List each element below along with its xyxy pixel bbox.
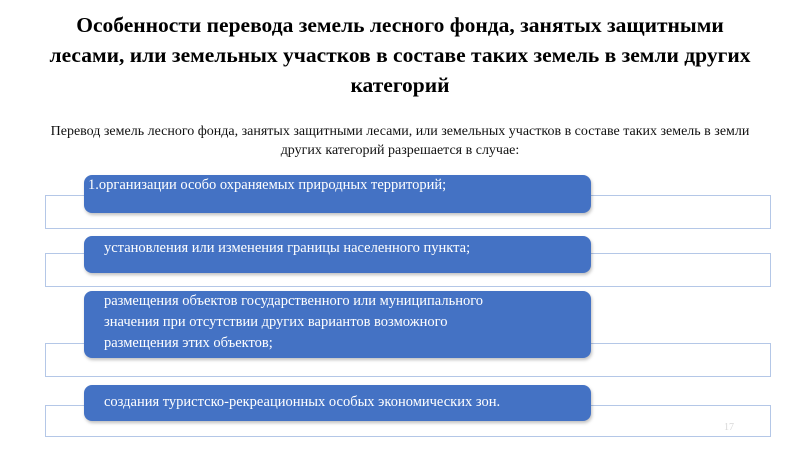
list-item: создания туристско-рекреационных особых … bbox=[84, 385, 591, 421]
list-item-text: размещения объектов государственного или… bbox=[104, 293, 484, 351]
list-item-text: установления или изменения границы насел… bbox=[104, 240, 471, 256]
slide-title: Особенности перевода земель лесного фонд… bbox=[49, 13, 751, 97]
list-item: установления или изменения границы насел… bbox=[84, 236, 591, 273]
list-item-text: создания туристско-рекреационных особых … bbox=[104, 394, 501, 410]
page-number: 17 bbox=[724, 422, 734, 433]
slide-subtitle: Перевод земель лесного фонда, занятых за… bbox=[50, 124, 750, 158]
list-item: 1.организации особо охраняемых природных… bbox=[84, 175, 591, 213]
list-item: размещения объектов государственного или… bbox=[84, 291, 591, 358]
list-item-text: 1.организации особо охраняемых природных… bbox=[88, 177, 447, 193]
